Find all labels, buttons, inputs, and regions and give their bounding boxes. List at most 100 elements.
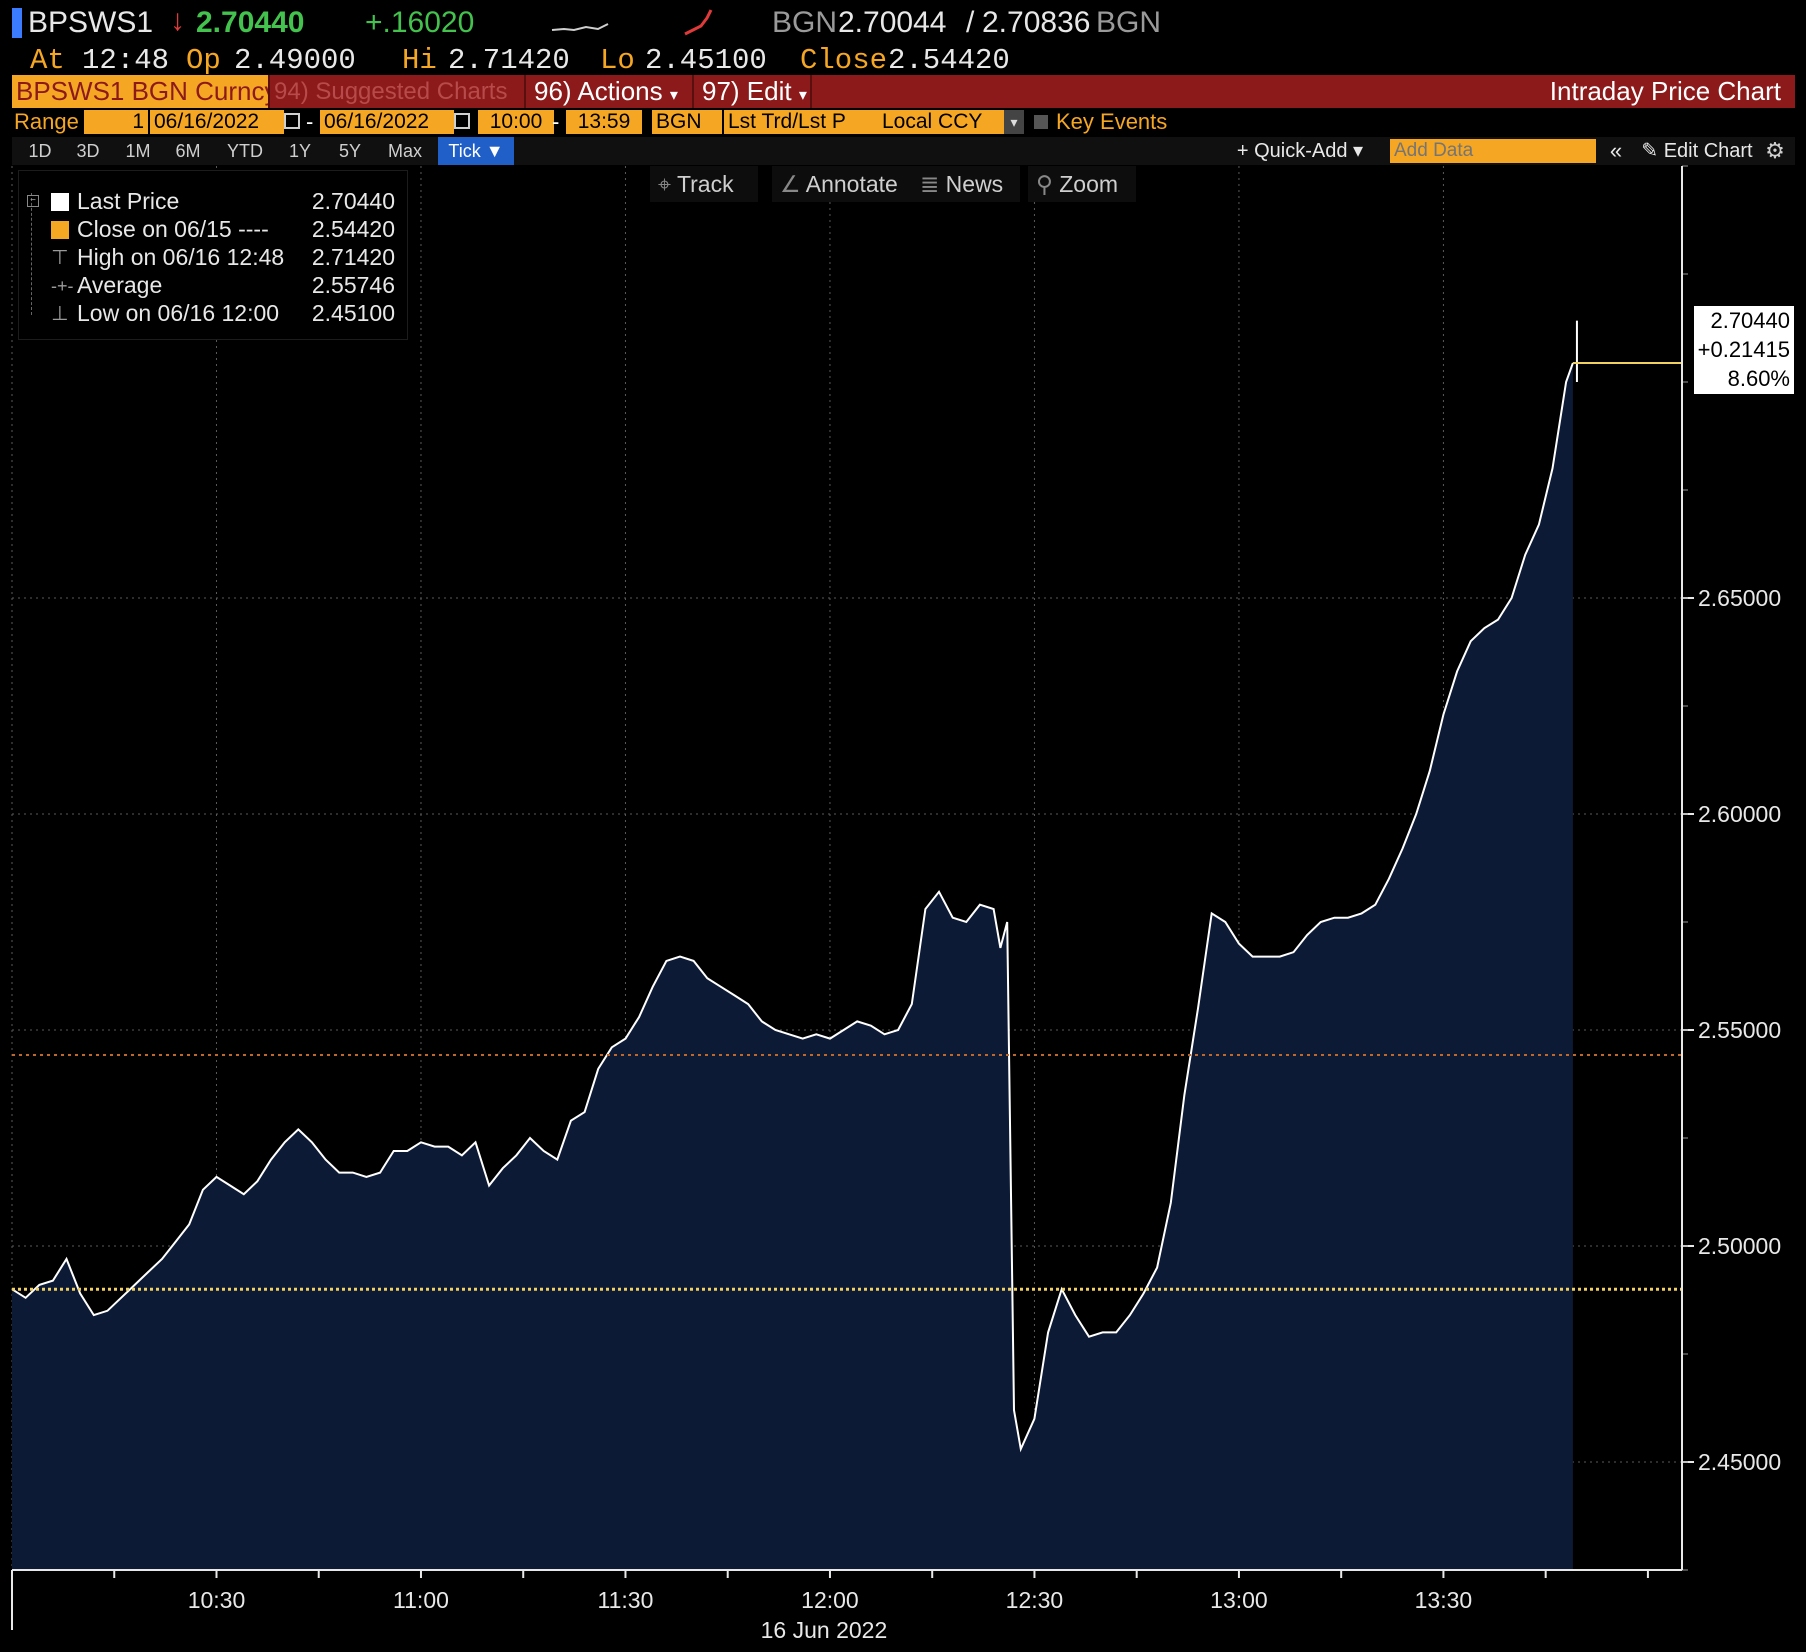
close-value: 2.54420 [888, 44, 1010, 77]
legend-name: Last Price [77, 188, 180, 214]
tick-period-button[interactable]: Tick ▼ [438, 137, 514, 165]
suggested-charts-tab[interactable]: 94) Suggested Charts [274, 78, 508, 105]
caret-down-icon: ▾ [669, 87, 678, 104]
news-button[interactable]: ≣ News [912, 166, 1020, 202]
legend-item[interactable]: Close on 06/15 ---- 2.54420 [19, 215, 407, 243]
period-button[interactable]: 5Y [338, 141, 362, 161]
key-events-checkbox[interactable] [1034, 115, 1048, 129]
edit-menu[interactable]: 97) Edit ▾ [702, 75, 807, 108]
legend-item[interactable]: ⊥ Low on 06/16 12:00 2.45100 [19, 299, 407, 327]
legend-tree-line [31, 193, 33, 315]
swatch-icon [51, 193, 69, 211]
at-label: At [30, 44, 65, 77]
bid-source: BGN [772, 6, 838, 39]
x-tick-label: 11:30 [598, 1587, 654, 1613]
legend-item[interactable]: Last Price 2.70440 [19, 187, 407, 215]
period-button[interactable]: 1D [28, 141, 52, 161]
legend-item[interactable]: ⊤ High on 06/16 12:48 2.71420 [19, 243, 407, 271]
price-field-select[interactable]: Lst Trd/Lst P [724, 110, 878, 134]
last-price-box-value: 2.70440 [1710, 308, 1790, 333]
bid-ask-separator: / [966, 6, 975, 39]
quick-add-button[interactable]: + Quick-Add ▾ [1236, 140, 1364, 162]
period-button[interactable]: Max [387, 141, 422, 161]
tab-divider [268, 75, 270, 108]
pricing-source-field[interactable]: BGN [652, 110, 722, 134]
date-dash: - [306, 109, 314, 134]
average-marker-icon: -+- [51, 276, 74, 296]
mini-sparkline-icon [551, 23, 609, 32]
zoom-icon: ⚲ [1036, 171, 1053, 197]
bid-price: 2.70044 [838, 6, 947, 39]
annotate-button[interactable]: ∠ Annotate [772, 166, 912, 202]
high-marker-icon: ⊤ [51, 247, 69, 269]
add-data-input[interactable] [1390, 139, 1596, 163]
x-tick-label: 11:00 [393, 1587, 449, 1613]
actions-menu[interactable]: 96) Actions ▾ [534, 75, 678, 108]
high-label: Hi [402, 44, 437, 77]
security-tab[interactable]: BPSWS1 BGN Curncy [12, 75, 278, 108]
crosshair-icon: ⌖ [658, 171, 671, 197]
zoom-button[interactable]: ⚲ Zoom [1028, 166, 1136, 202]
ask-price: 2.70836 [982, 6, 1091, 39]
x-tick-label: 13:00 [1210, 1587, 1268, 1613]
x-tick-label: 10:30 [188, 1587, 246, 1613]
end-time-field[interactable]: 13:59 [566, 110, 642, 134]
ticker-marker [12, 8, 22, 38]
start-time-field[interactable]: 10:00 [478, 110, 554, 134]
track-label: Track [676, 171, 734, 197]
net-change: +.16020 [365, 6, 475, 39]
period-button[interactable]: 6M [175, 141, 201, 161]
time-dash: - [552, 109, 560, 134]
tab-divider [524, 75, 526, 108]
open-label: Op [186, 44, 221, 77]
legend-name: Close on 06/15 ---- [77, 216, 269, 242]
collapse-legend-icon[interactable]: − [27, 195, 39, 207]
edit-chart-button[interactable]: ✎ Edit Chart [1641, 140, 1753, 162]
period-button[interactable]: 3D [76, 141, 100, 161]
close-label: Close [800, 44, 888, 77]
period-button[interactable]: 1Y [288, 141, 312, 161]
period-button[interactable]: YTD [227, 141, 263, 161]
period-button[interactable]: 1M [125, 141, 151, 161]
annotate-label: Annotate [805, 171, 898, 197]
calendar-icon[interactable] [284, 113, 300, 129]
y-tick-label: 2.55000 [1698, 1017, 1781, 1043]
track-button[interactable]: ⌖ Track [650, 166, 758, 202]
collapse-icon[interactable]: « [1609, 138, 1623, 163]
legend-value: 2.45100 [311, 300, 395, 326]
down-arrow-icon: ↓ [170, 4, 185, 37]
gear-icon[interactable]: ⚙ [1765, 138, 1785, 163]
at-time: 12:48 [82, 44, 170, 77]
legend-value: 2.54420 [311, 216, 395, 242]
period-bar: 1D 3D 1M 6M YTD 1Y 5Y Max Tick ▼ + Quick… [12, 137, 1795, 165]
tab-divider [810, 75, 812, 108]
price-line [11, 362, 1574, 1453]
legend-name: Low on 06/16 12:00 [77, 300, 280, 326]
swatch-icon [51, 221, 69, 239]
last-price-box-pct: 8.60% [1727, 366, 1790, 391]
chevron-down-icon[interactable]: ▾ [1004, 110, 1024, 134]
range-count-field[interactable]: 1 [84, 110, 148, 134]
pencil-icon: ∠ [780, 171, 801, 197]
last-price: 2.70440 [196, 6, 305, 39]
last-price-box-change: +0.21415 [1697, 337, 1790, 362]
legend-name: High on 06/16 12:48 [77, 244, 285, 270]
end-date-field[interactable]: 06/16/2022 [320, 110, 454, 134]
quote-header: BPSWS1 ↓ 2.70440 +.16020 BGN 2.70044 / 2… [0, 0, 1806, 44]
low-value: 2.45100 [645, 44, 767, 77]
currency-select[interactable]: Local CCY [878, 110, 1006, 134]
y-tick-label: 2.65000 [1698, 585, 1781, 611]
y-tick-label: 2.50000 [1698, 1233, 1781, 1259]
calendar-icon[interactable] [454, 113, 470, 129]
chart-legend: − Last Price 2.70440 Close on 06/15 ----… [18, 170, 408, 340]
x-axis-label: 16 Jun 2022 [761, 1617, 888, 1643]
range-label: Range [14, 109, 79, 134]
start-date-field[interactable]: 06/16/2022 [150, 110, 284, 134]
x-tick-label: 12:00 [801, 1587, 859, 1613]
function-bar: BPSWS1 BGN Curncy 94) Suggested Charts 9… [12, 75, 1795, 108]
legend-item[interactable]: -+- Average 2.55746 [19, 271, 407, 299]
open-value: 2.49000 [234, 44, 356, 77]
y-tick-label: 2.60000 [1698, 801, 1781, 827]
high-value: 2.71420 [448, 44, 570, 77]
